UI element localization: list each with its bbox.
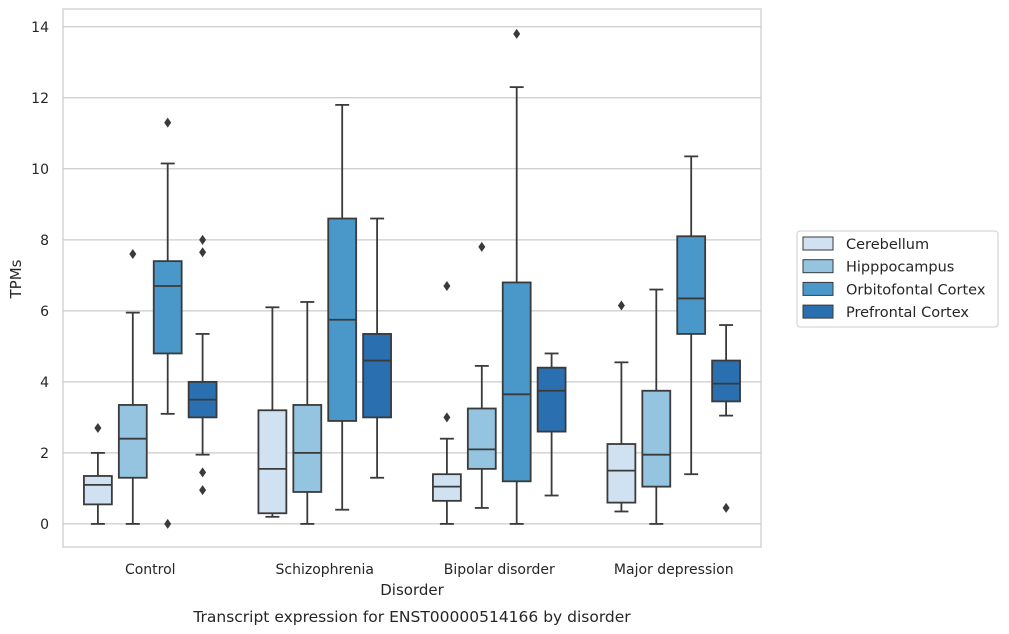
outlier-point (443, 280, 451, 291)
x-axis-label: Disorder (380, 581, 444, 599)
box-0-3 (187, 234, 218, 496)
y-tick-labels: 0 2 4 6 8 10 12 14 (31, 20, 49, 533)
legend-frame (796, 230, 999, 328)
x-tick-label: Bipolar disorder (444, 562, 555, 578)
y-tick-label: 14 (31, 20, 49, 36)
outlier-point (129, 249, 137, 260)
box-3-1 (641, 288, 672, 525)
legend-label: Cerebellum (846, 237, 929, 253)
iqr-box (152, 260, 183, 355)
iqr-box (641, 389, 672, 488)
outlier-point (513, 28, 521, 39)
legend: Cerebellum Hipppocampus Orbitofontal Corte… (796, 230, 999, 328)
chart-caption: Transcript expression for ENST0000051416… (192, 608, 631, 626)
outlier-point (443, 412, 451, 423)
outlier-point (94, 423, 102, 434)
y-axis-label: TPMs (7, 259, 25, 299)
x-tick-label: Control (125, 562, 176, 578)
iqr-box (501, 281, 532, 483)
x-tick-label: Major depression (614, 562, 734, 578)
legend-swatch (802, 304, 834, 319)
outlier-point (164, 518, 172, 529)
box-1-1 (292, 301, 323, 525)
outlier-point (722, 502, 730, 513)
iqr-box (83, 475, 113, 506)
iqr-box (117, 404, 148, 479)
outlier-point (617, 300, 625, 311)
iqr-box (536, 366, 567, 433)
legend-swatch (802, 259, 834, 274)
box-0-0 (83, 423, 113, 525)
iqr-box (257, 409, 288, 515)
box-0-2 (152, 117, 183, 529)
iqr-box (292, 404, 323, 493)
legend-swatch (802, 236, 834, 251)
box-1-3 (362, 217, 392, 479)
box-plot-marks (83, 28, 741, 529)
box-1-2 (327, 103, 358, 511)
outlier-point (199, 467, 207, 478)
x-tick-label: Schizophrenia (276, 562, 374, 578)
iqr-box (362, 333, 392, 419)
y-tick-label: 4 (40, 375, 49, 391)
box-1-0 (257, 306, 288, 518)
legend-label: Prefrontal Cortex (846, 305, 969, 321)
outlier-point (478, 241, 486, 252)
plot-frame (62, 8, 762, 548)
legend-swatch (802, 281, 834, 296)
y-tick-label: 10 (31, 162, 49, 178)
box-3-3 (711, 324, 741, 513)
box-3-0 (606, 300, 637, 513)
outlier-point (199, 247, 207, 258)
outlier-point (199, 485, 207, 496)
iqr-box (466, 407, 497, 470)
x-tick-labels: Control Schizophrenia Bipolar disorder Majo… (125, 562, 734, 578)
iqr-box (676, 235, 707, 335)
legend-label: Hipppocampus (846, 260, 954, 276)
outlier-point (199, 234, 207, 245)
y-tick-label: 8 (40, 233, 49, 249)
iqr-box (606, 443, 637, 504)
iqr-box (711, 359, 741, 403)
box-2-2 (501, 28, 532, 525)
legend-label: Orbitofontal Cortex (846, 282, 986, 298)
y-tick-label: 6 (40, 304, 49, 320)
y-tick-label: 2 (40, 446, 49, 462)
y-tick-label: 0 (40, 517, 49, 533)
box-2-0 (432, 280, 462, 525)
outlier-point (164, 117, 172, 128)
box-2-1 (466, 241, 497, 509)
box-2-3 (536, 352, 567, 497)
box-0-1 (117, 249, 148, 525)
box-3-2 (676, 155, 707, 476)
y-tick-label: 12 (31, 91, 49, 107)
